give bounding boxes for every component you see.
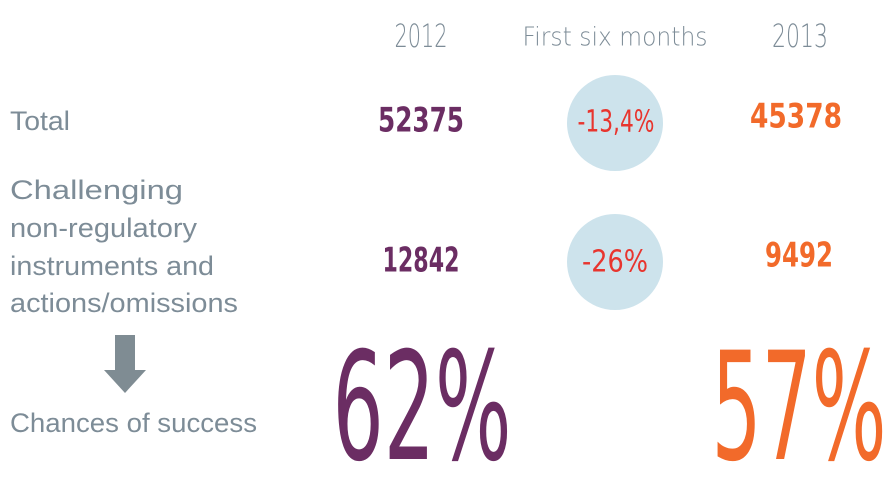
header-2012: 2012	[395, 17, 448, 55]
value-2012: 12842	[383, 241, 460, 281]
value-2013: 45378	[750, 97, 842, 137]
row-label: instruments and	[10, 251, 214, 281]
change: -26%	[582, 245, 648, 280]
header-2013: 2013	[772, 17, 828, 55]
arrow	[104, 335, 146, 393]
row-label: Chances of success	[10, 408, 257, 438]
change-circle	[567, 214, 663, 310]
value-2012: 62%	[333, 321, 512, 483]
row-label: actions/omissions	[10, 288, 238, 318]
row-label: Total	[10, 106, 70, 136]
value-2013: 57%	[712, 321, 887, 483]
header-period: First six months	[523, 23, 708, 53]
row-label: Challenging	[10, 175, 183, 205]
change: -13,4%	[578, 105, 655, 140]
row-label: non-regulatory	[10, 213, 198, 243]
value-2012: 52375	[378, 101, 464, 141]
change-circle	[567, 75, 663, 171]
value-2013: 9492	[765, 236, 833, 276]
